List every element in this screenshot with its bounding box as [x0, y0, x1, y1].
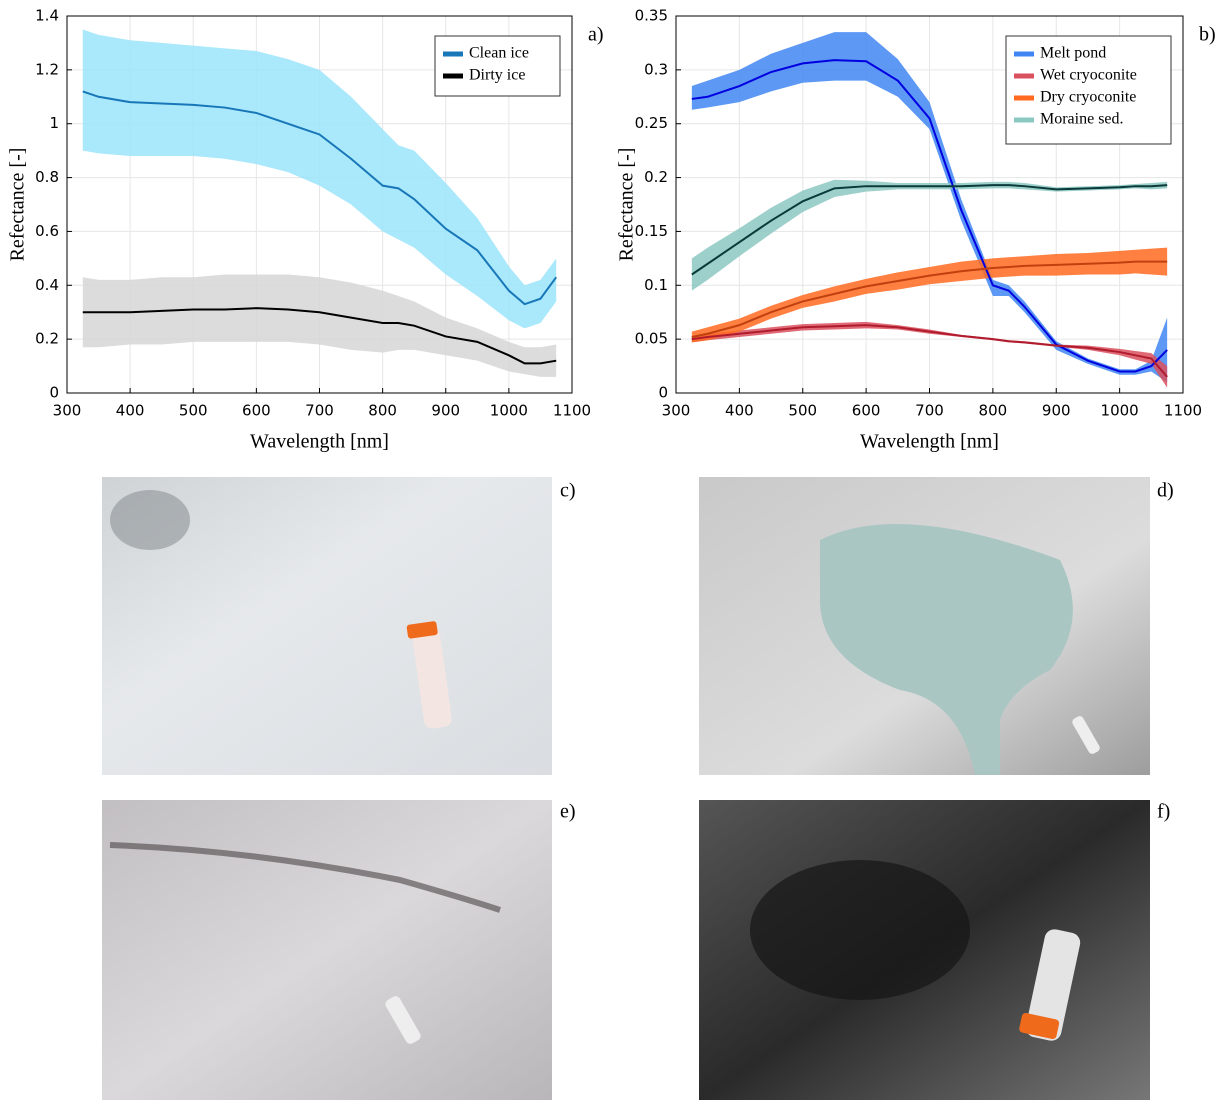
photo-e: [102, 800, 552, 1100]
legend-label: Wet cryoconite: [1040, 67, 1137, 84]
error-band: [82, 29, 557, 329]
panel-label: b): [1199, 24, 1216, 46]
axes-frame: [66, 15, 573, 394]
y-tick-label: 0.8: [35, 168, 59, 186]
line: [691, 260, 1168, 338]
photo-c: [102, 477, 552, 775]
y-tick-label: 0.2: [644, 168, 668, 186]
x-tick-label: 300: [662, 402, 691, 420]
y-tick-label: 1: [49, 114, 59, 132]
y-tick-label: 1.2: [35, 60, 59, 78]
error-band: [82, 274, 557, 377]
x-tick-label: 600: [852, 402, 881, 420]
legend-label: Moraine sed.: [1040, 111, 1124, 128]
panel-label: a): [588, 24, 604, 46]
x-tick-label: 600: [242, 402, 271, 420]
line: [82, 307, 557, 365]
panel-label: f): [1157, 801, 1170, 823]
y-axis-label: Refectance [-]: [616, 148, 638, 262]
y-tick-label: 0.4: [35, 276, 59, 294]
x-tick-label: 900: [431, 402, 460, 420]
x-tick-label: 300: [53, 402, 82, 420]
legend-label: Dirty ice: [469, 67, 525, 84]
axes-frame: [675, 15, 1184, 394]
legend-label: Melt pond: [1040, 45, 1106, 62]
legend-label: Dry cryoconite: [1040, 89, 1136, 106]
y-axis-label: Refectance [-]: [7, 148, 29, 262]
y-tick-label: 0.6: [35, 222, 59, 240]
line: [691, 59, 1168, 373]
x-tick-label: 800: [979, 402, 1008, 420]
x-tick-label: 400: [116, 402, 145, 420]
line: [691, 324, 1168, 378]
y-tick-label: 0.35: [635, 7, 668, 25]
x-axis-label: Wavelength [nm]: [860, 431, 999, 453]
y-tick-label: 1.4: [35, 7, 59, 25]
error-band: [691, 247, 1168, 343]
photo-f: [699, 800, 1150, 1100]
x-tick-label: 400: [725, 402, 754, 420]
x-tick-label: 800: [368, 402, 397, 420]
error-band: [691, 32, 1168, 383]
line-chart: 0 0.2 0.4 0.6 0.8 1 1.2 1.4 300 400 500 600 700 800 90…: [7, 7, 604, 453]
y-tick-label: 0: [49, 384, 59, 402]
x-tick-label: 1000: [490, 402, 528, 420]
x-tick-label: 900: [1042, 402, 1071, 420]
line: [691, 184, 1168, 276]
x-axis-label: Wavelength [nm]: [250, 431, 389, 453]
y-tick-label: 0.05: [635, 330, 668, 348]
y-tick-label: 0.1: [644, 276, 668, 294]
legend: [434, 35, 561, 97]
y-tick-label: 0.25: [635, 114, 668, 132]
error-band: [691, 179, 1168, 291]
line-chart: 0 0.05 0.1 0.15 0.2 0.25 0.3 0.35 300 400 500 600 70…: [616, 7, 1216, 453]
y-tick-label: 0: [658, 384, 668, 402]
x-tick-label: 1100: [553, 402, 591, 420]
x-tick-label: 500: [179, 402, 208, 420]
x-tick-label: 500: [788, 402, 817, 420]
photo-d: [699, 477, 1150, 775]
panel-label: e): [560, 801, 576, 823]
y-tick-label: 0.2: [35, 330, 59, 348]
y-tick-label: 0.15: [635, 222, 668, 240]
y-tick-label: 0.3: [644, 60, 668, 78]
panel-label: d): [1157, 480, 1174, 502]
legend-label: Clean ice: [469, 45, 529, 62]
x-tick-label: 700: [305, 402, 334, 420]
x-tick-label: 1000: [1101, 402, 1139, 420]
x-tick-label: 700: [915, 402, 944, 420]
line: [82, 90, 558, 306]
x-tick-label: 1100: [1164, 402, 1202, 420]
panel-label: c): [560, 480, 576, 502]
